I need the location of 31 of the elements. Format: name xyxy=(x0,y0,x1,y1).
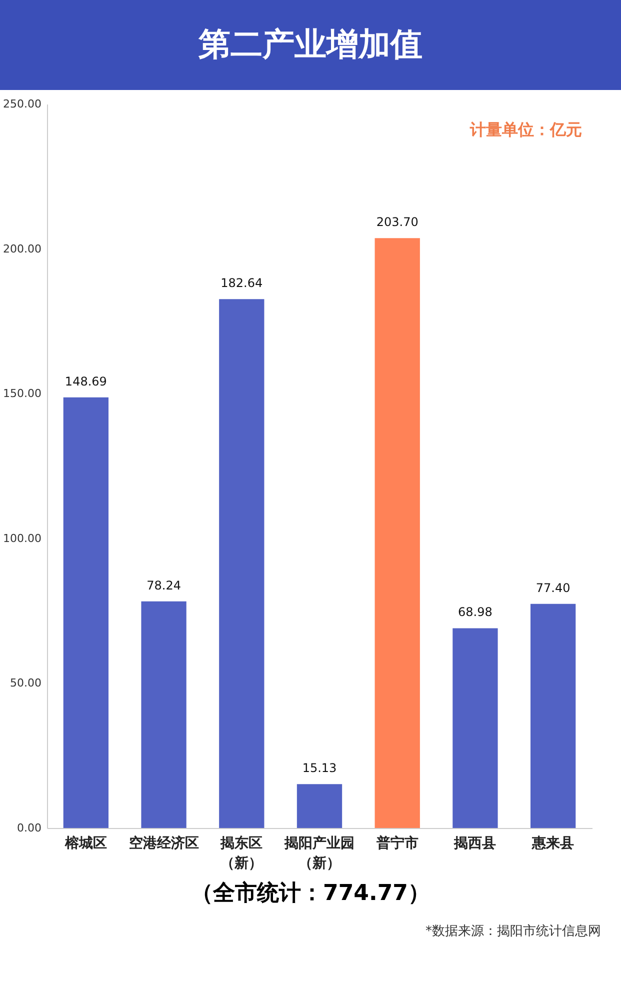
data-label: 77.40 xyxy=(536,580,570,595)
bar xyxy=(63,397,109,828)
data-label: 78.24 xyxy=(146,578,181,592)
bar xyxy=(374,238,420,828)
chart-title: 第二产业增加值 xyxy=(0,0,621,90)
bar xyxy=(530,604,576,828)
x-tick-label: 揭阳产业园（新） xyxy=(284,834,354,872)
y-tick-label: 0.00 xyxy=(17,822,42,834)
bar xyxy=(296,784,342,828)
y-tick-label: 250.00 xyxy=(3,98,42,110)
y-tick-label: 50.00 xyxy=(10,676,42,690)
data-label: 148.69 xyxy=(64,374,107,388)
bar xyxy=(219,299,264,828)
x-tick-label: 惠来县 xyxy=(531,836,574,852)
x-tick-label: 榕城区 xyxy=(64,834,107,852)
y-tick-label: 150.00 xyxy=(3,387,42,400)
x-tick-label: 揭东区（新） xyxy=(220,834,263,872)
text: （全市统计：774.77） xyxy=(190,880,431,908)
data-label: 182.64 xyxy=(220,276,263,290)
text: *数据来源：揭阳市统计信息网 xyxy=(424,923,601,940)
y-tick-label: 200.00 xyxy=(3,242,42,256)
x-tick-label: 揭西县 xyxy=(453,836,496,852)
data-label: 15.13 xyxy=(302,761,337,776)
data-label: 68.98 xyxy=(458,605,492,620)
annotation: 计量单位：亿元 xyxy=(469,120,582,139)
x-tick-label: 普宁市 xyxy=(375,834,418,852)
x-tick-label: 空港经济区 xyxy=(128,834,199,852)
bar xyxy=(141,601,186,828)
y-tick-label: 100.00 xyxy=(3,532,42,545)
data-label: 203.70 xyxy=(376,215,418,230)
bar xyxy=(452,628,498,828)
